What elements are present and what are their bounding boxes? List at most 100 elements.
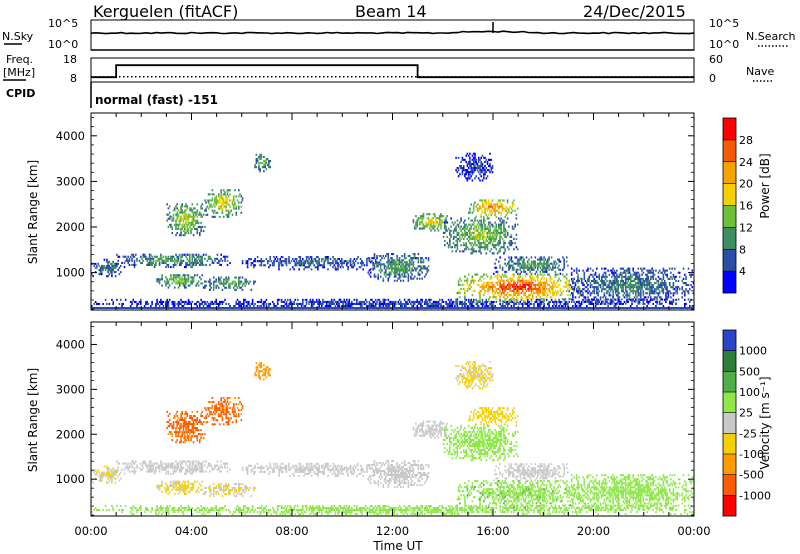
- power-echo-cell: [508, 302, 510, 305]
- power-echo-cell: [477, 221, 480, 224]
- power-echo-cell: [256, 260, 259, 263]
- power-echo-cell: [510, 294, 513, 297]
- power-echo-cell: [499, 250, 501, 253]
- power-echo-cell: [226, 280, 229, 283]
- power-echo-cell: [305, 298, 308, 301]
- power-echo-cell: [403, 261, 406, 264]
- power-echo-cell: [466, 287, 469, 290]
- nave-label: Nave: [746, 65, 774, 78]
- power-echo-cell: [508, 209, 510, 212]
- power-echo-cell: [382, 305, 385, 308]
- power-echo-cell: [583, 273, 586, 276]
- power-echo-cell: [430, 219, 432, 222]
- power-echo-cell: [477, 233, 480, 236]
- power-echo-cell: [192, 261, 195, 264]
- power-echo-cell: [524, 302, 526, 305]
- power-echo-cell: [642, 267, 645, 270]
- power-echo-cell: [168, 205, 171, 208]
- power-echo-cell: [197, 257, 200, 260]
- power-echo-cell: [260, 162, 263, 165]
- power-echo-cell: [565, 281, 568, 284]
- power-echo-cell: [540, 300, 543, 303]
- power-echo-cell: [148, 257, 151, 260]
- power-echo-cell: [479, 205, 481, 208]
- power-echo-cell: [418, 269, 421, 272]
- power-echo-cell: [126, 259, 128, 262]
- power-echo-cell: [221, 201, 224, 204]
- power-echo-cell: [275, 305, 278, 308]
- power-echo-cell: [209, 205, 211, 208]
- power-echo-cell: [191, 257, 194, 260]
- power-echo-cell: [572, 296, 574, 299]
- velocity-echo-cell: [178, 509, 181, 511]
- power-echo-cell: [653, 296, 656, 299]
- power-echo-cell: [648, 300, 651, 303]
- power-echo-cell: [165, 276, 167, 279]
- power-echo-cell: [515, 292, 518, 295]
- power-echo-cell: [283, 300, 285, 303]
- power-echo-cell: [480, 213, 482, 216]
- power-echo-cell: [182, 213, 185, 216]
- power-echo-cell: [505, 229, 508, 232]
- power-echo-cell: [606, 298, 608, 301]
- power-echo-cell: [539, 292, 542, 295]
- power-echo-cell: [494, 237, 496, 240]
- power-echo-cell: [462, 165, 465, 168]
- power-echo-cell: [181, 227, 183, 230]
- power-echo-cell: [511, 201, 514, 204]
- power-echo-cell: [172, 276, 175, 279]
- power-echo-cell: [178, 217, 181, 220]
- power-echo-cell: [431, 225, 433, 228]
- power-echo-cell: [640, 286, 642, 289]
- power-echo-cell: [241, 288, 244, 291]
- power-echo-cell: [460, 160, 462, 163]
- power-echo-cell: [190, 261, 192, 264]
- power-echo-cell: [186, 205, 189, 208]
- power-echo-cell: [124, 255, 127, 258]
- power-echo-cell: [472, 165, 475, 168]
- power-echo-cell: [175, 263, 177, 266]
- power-echo-cell: [514, 256, 516, 259]
- power-echo-cell: [523, 281, 525, 284]
- power-echo-cell: [339, 266, 342, 269]
- power-echo-cell: [682, 290, 685, 293]
- power-echo-cell: [200, 225, 202, 228]
- power-echo-cell: [185, 223, 187, 226]
- velocity-echo-cell: [196, 507, 199, 509]
- power-echo-region: [442, 217, 519, 255]
- power-echo-cell: [554, 273, 557, 276]
- power-echo-cell: [427, 219, 430, 222]
- power-echo-cell: [646, 300, 648, 303]
- power-echo-cell: [190, 221, 192, 224]
- power-echo-cell: [464, 173, 466, 176]
- velocity-echo-cell: [111, 505, 113, 507]
- velocity-echo-cell: [187, 507, 190, 509]
- power-echo-cell: [650, 292, 652, 295]
- power-echo-cell: [160, 298, 162, 301]
- power-echo-cell: [495, 203, 498, 206]
- power-echo-cell: [195, 211, 197, 214]
- power-echo-cell: [667, 277, 670, 280]
- power-echo-cell: [495, 231, 498, 234]
- power-echo-cell: [529, 277, 531, 280]
- power-echo-cell: [653, 282, 656, 285]
- power-echo-cell: [351, 302, 353, 305]
- power-echo-cell: [524, 275, 526, 278]
- power-echo-cell: [539, 273, 542, 276]
- power-echo-cell: [475, 227, 477, 230]
- power-echo-cell: [221, 211, 224, 214]
- power-echo-cell: [549, 289, 552, 292]
- power-echo-cell: [547, 294, 549, 297]
- power-echo-cell: [408, 300, 411, 303]
- power-echo-cell: [506, 201, 509, 204]
- power-echo-cell: [421, 267, 423, 270]
- power-echo-cell: [542, 262, 544, 265]
- power-echo-cell: [543, 260, 545, 263]
- power-echo-cell: [435, 217, 437, 220]
- power-echo-cell: [548, 287, 550, 290]
- power-echo-cell: [523, 268, 525, 271]
- power-echo-cell: [368, 269, 371, 272]
- power-echo-cell: [483, 221, 485, 224]
- power-echo-cell: [470, 248, 472, 251]
- power-echo-cell: [621, 290, 623, 293]
